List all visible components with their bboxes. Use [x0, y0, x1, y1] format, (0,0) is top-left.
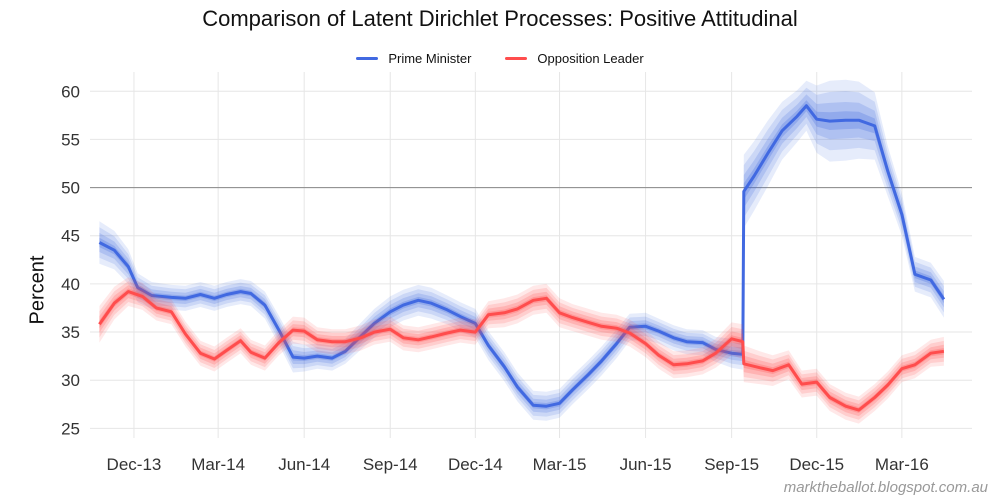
x-tick-label: Sep-14 — [363, 455, 418, 474]
legend-swatch-prime-minister — [356, 56, 379, 60]
credible-band-opposition-leader — [99, 281, 944, 420]
chart-legend: Prime Minister Opposition Leader — [0, 48, 1000, 68]
y-tick-label: 25 — [61, 419, 80, 438]
credible-band-prime-minister — [99, 79, 944, 421]
legend-label-prime-minister: Prime Minister — [388, 50, 472, 66]
credible-band-opposition-leader — [99, 285, 944, 417]
legend-label-opposition-leader: Opposition Leader — [537, 50, 644, 66]
x-tick-label: Dec-15 — [789, 455, 844, 474]
legend-item-prime-minister: Prime Minister — [356, 51, 471, 66]
watermark: marktheballot.blogspot.com.au — [783, 479, 988, 496]
x-tick-label: Dec-14 — [448, 455, 503, 474]
y-tick-label: 40 — [61, 275, 80, 294]
series-line-prime-minister — [98, 104, 946, 408]
y-tick-label: 60 — [61, 82, 80, 101]
y-tick-label: 45 — [61, 227, 80, 246]
x-tick-label: Mar-14 — [191, 455, 245, 474]
y-tick-label: 55 — [61, 130, 80, 149]
x-tick-label: Mar-16 — [875, 455, 929, 474]
chart-title: Comparison of Latent Dirichlet Processes… — [202, 6, 798, 31]
x-tick-label: Mar-15 — [533, 455, 587, 474]
legend-item-opposition-leader: Opposition Leader — [505, 50, 644, 66]
y-tick-label: 50 — [61, 179, 80, 198]
x-tick-label: Dec-13 — [107, 455, 162, 474]
x-tick-label: Sep-15 — [704, 455, 759, 474]
credible-band-prime-minister — [99, 94, 944, 413]
legend-swatch-opposition-leader — [505, 56, 528, 60]
x-tick-label: Jun-15 — [620, 455, 672, 474]
y-tick-label: 30 — [61, 371, 80, 390]
y-tick-label: 35 — [61, 323, 80, 342]
x-tick-label: Jun-14 — [278, 455, 330, 474]
series-line-opposition-leader — [98, 290, 945, 412]
